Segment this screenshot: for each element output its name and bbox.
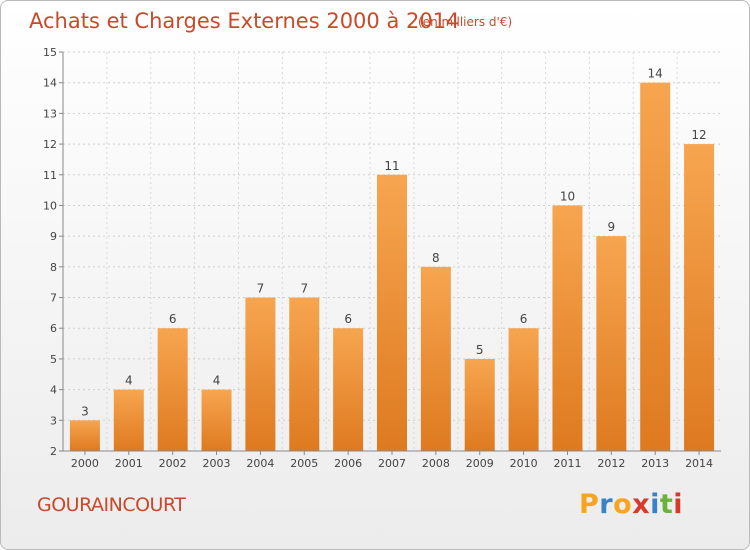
x-tick-label: 2009 xyxy=(466,457,494,470)
x-tick-label: 2006 xyxy=(334,457,362,470)
data-label: 7 xyxy=(257,282,265,296)
logo-letter: t xyxy=(659,489,674,520)
x-tick-labels: 2000 2001 2002 2003 2004 2005 2006 2007 2008 2009… xyxy=(71,457,713,470)
y-tick-label: 14 xyxy=(43,77,57,90)
logo-letter: r xyxy=(599,489,614,520)
data-label: 14 xyxy=(648,67,663,81)
bar xyxy=(333,328,364,451)
data-label: 9 xyxy=(608,220,616,234)
x-tick-label: 2013 xyxy=(641,457,669,470)
data-label: 6 xyxy=(344,312,352,326)
y-tick-label: 10 xyxy=(43,199,57,212)
x-tick-label: 2011 xyxy=(553,457,581,470)
y-tick-label: 5 xyxy=(50,353,57,366)
y-tick-label: 7 xyxy=(50,292,57,305)
data-label: 4 xyxy=(125,374,133,388)
chart-title: Achats et Charges Externes 2000 à 2014 xyxy=(29,9,460,33)
logo-letter: o xyxy=(613,489,633,520)
x-tick-label: 2014 xyxy=(685,457,713,470)
y-tick-label: 13 xyxy=(43,107,57,120)
chart-subtitle: (en milliers d'€) xyxy=(418,15,513,29)
bar xyxy=(552,205,583,451)
x-tick-label: 2003 xyxy=(203,457,231,470)
y-tick-label: 3 xyxy=(50,414,57,427)
data-label: 10 xyxy=(560,189,575,203)
data-label: 4 xyxy=(213,374,221,388)
bar xyxy=(289,297,320,451)
logo-letter: i xyxy=(650,489,660,520)
proxiti-logo: Proxiti xyxy=(579,489,683,520)
y-tick-label: 12 xyxy=(43,138,57,151)
bar xyxy=(157,328,188,451)
x-tick-label: 2001 xyxy=(115,457,143,470)
x-tick-label: 2010 xyxy=(510,457,538,470)
y-tick-label: 4 xyxy=(50,384,57,397)
y-tick-label: 6 xyxy=(50,322,57,335)
data-label: 6 xyxy=(520,312,528,326)
x-tick-label: 2007 xyxy=(378,457,406,470)
x-tick-label: 2005 xyxy=(290,457,318,470)
grid-lines xyxy=(63,51,721,452)
logo-letter: x xyxy=(632,489,651,520)
y-tick-label: 11 xyxy=(43,169,57,182)
bar xyxy=(640,82,671,451)
commune-name: GOURAINCOURT xyxy=(37,494,186,516)
y-tick-label: 9 xyxy=(50,230,57,243)
bar xyxy=(245,297,276,451)
bar xyxy=(596,236,627,451)
logo-letter: P xyxy=(579,489,600,520)
data-label: 12 xyxy=(691,128,706,142)
bar xyxy=(201,389,232,451)
data-label: 7 xyxy=(300,282,308,296)
axes xyxy=(59,51,721,455)
bar xyxy=(464,358,495,451)
x-tick-label: 2000 xyxy=(71,457,99,470)
data-label: 11 xyxy=(384,159,399,173)
y-tick-label: 8 xyxy=(50,261,57,274)
bar xyxy=(420,266,451,451)
logo-letter: i xyxy=(673,489,684,520)
bar xyxy=(113,389,144,451)
y-tick-labels: 2 3 4 5 6 7 8 9 10 11 12 13 14 15 xyxy=(43,46,57,458)
x-tick-label: 2012 xyxy=(597,457,625,470)
data-labels: 3 4 6 4 7 7 6 11 8 5 6 10 9 14 12 xyxy=(81,67,707,419)
x-tick-label: 2008 xyxy=(422,457,450,470)
data-label: 8 xyxy=(432,251,440,265)
y-tick-label: 15 xyxy=(43,46,57,59)
data-label: 6 xyxy=(169,312,177,326)
x-tick-label: 2004 xyxy=(246,457,274,470)
bar xyxy=(377,174,407,451)
bar xyxy=(508,328,539,451)
y-tick-label: 2 xyxy=(50,445,57,458)
data-label: 3 xyxy=(81,404,89,418)
bar xyxy=(684,144,715,452)
x-tick-label: 2002 xyxy=(159,457,187,470)
data-label: 5 xyxy=(476,343,484,357)
bars xyxy=(69,82,715,452)
bar xyxy=(69,420,100,451)
